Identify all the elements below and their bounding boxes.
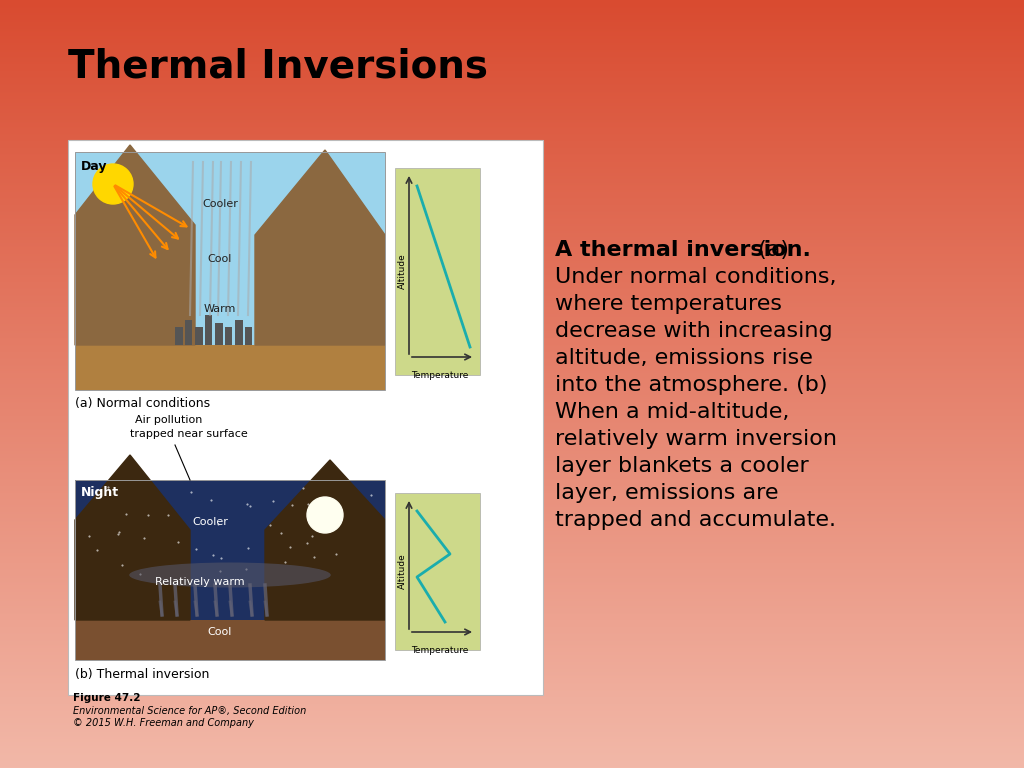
Polygon shape: [255, 150, 385, 345]
Text: Environmental Science for AP®, Second Edition: Environmental Science for AP®, Second Ed…: [73, 706, 306, 716]
Text: layer, emissions are: layer, emissions are: [555, 483, 778, 503]
Text: Thermal Inversions: Thermal Inversions: [68, 48, 488, 86]
Text: Cooler: Cooler: [202, 199, 238, 209]
Text: Cooler: Cooler: [193, 517, 228, 527]
Bar: [75, 620, 385, 660]
Text: Relatively warm: Relatively warm: [156, 577, 245, 587]
Bar: [185, 320, 193, 345]
Bar: [215, 323, 223, 345]
Bar: [75, 152, 385, 390]
Bar: [395, 168, 480, 375]
Text: Temperature: Temperature: [411, 646, 468, 655]
Text: trapped and accumulate.: trapped and accumulate.: [555, 510, 836, 530]
Bar: [195, 327, 203, 345]
Text: Figure 47.2: Figure 47.2: [73, 693, 140, 703]
Text: Air pollution: Air pollution: [135, 415, 203, 425]
Polygon shape: [75, 145, 195, 345]
Text: Day: Day: [81, 160, 108, 173]
Bar: [75, 345, 385, 390]
Polygon shape: [265, 460, 385, 620]
Text: Altitude: Altitude: [397, 554, 407, 589]
Circle shape: [307, 497, 343, 533]
Ellipse shape: [129, 562, 331, 588]
Text: relatively warm inversion: relatively warm inversion: [555, 429, 837, 449]
Text: (b) Thermal inversion: (b) Thermal inversion: [75, 668, 209, 681]
Text: Temperature: Temperature: [411, 371, 468, 380]
Text: Cool: Cool: [208, 627, 232, 637]
Text: Night: Night: [81, 486, 119, 499]
Text: Altitude: Altitude: [397, 253, 407, 290]
Text: Cool: Cool: [208, 254, 232, 264]
Bar: [68, 140, 543, 695]
Bar: [245, 327, 252, 345]
Bar: [205, 315, 212, 345]
Bar: [175, 327, 183, 345]
Text: © 2015 W.H. Freeman and Company: © 2015 W.H. Freeman and Company: [73, 718, 254, 728]
Bar: [225, 327, 232, 345]
Polygon shape: [75, 455, 190, 620]
Text: into the atmosphere. (b): into the atmosphere. (b): [555, 375, 827, 395]
Text: Under normal conditions,: Under normal conditions,: [555, 267, 837, 287]
Circle shape: [93, 164, 133, 204]
Bar: [75, 152, 385, 390]
Text: trapped near surface: trapped near surface: [130, 429, 248, 439]
Text: where temperatures: where temperatures: [555, 294, 782, 314]
Text: (a): (a): [751, 240, 790, 260]
Text: When a mid-altitude,: When a mid-altitude,: [555, 402, 790, 422]
Bar: [234, 320, 243, 345]
Text: Warm: Warm: [204, 304, 237, 314]
Bar: [75, 480, 385, 660]
Bar: [75, 480, 385, 660]
Text: A thermal inversion.: A thermal inversion.: [555, 240, 811, 260]
Text: layer blankets a cooler: layer blankets a cooler: [555, 456, 809, 476]
Bar: [395, 493, 480, 650]
Text: (a) Normal conditions: (a) Normal conditions: [75, 397, 210, 410]
Text: altitude, emissions rise: altitude, emissions rise: [555, 348, 813, 368]
Text: decrease with increasing: decrease with increasing: [555, 321, 833, 341]
